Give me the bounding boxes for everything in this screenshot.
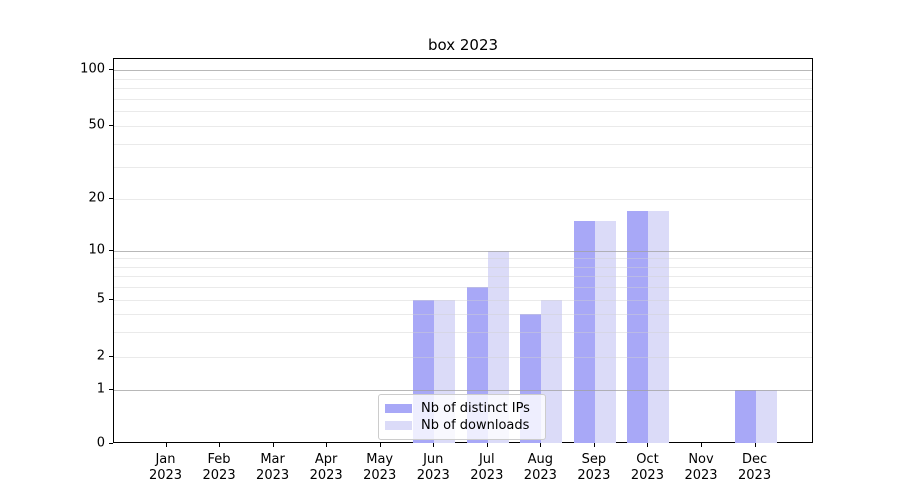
gridline-y-7 [114,276,812,278]
x-tick-label-apr: Apr 2023 [309,452,343,483]
gridline-y-80 [114,88,812,90]
gridline-y-90 [114,78,812,80]
x-tick-mark-nov [701,443,702,447]
gridline-y-1 [114,390,812,391]
x-tick-label-feb: Feb 2023 [202,452,236,483]
y-tick-mark-2 [109,356,113,357]
y-tick-mark-5 [109,299,113,300]
x-tick-label-mar: Mar 2023 [256,452,290,483]
x-tick-label-oct: Oct 2023 [630,452,664,483]
gridline-y-70 [114,98,812,100]
legend-entry-downloads: Nb of downloads [385,417,537,434]
gridline-y-20 [114,199,812,200]
x-tick-label-sep: Sep 2023 [577,452,611,483]
x-tick-label-aug: Aug 2023 [523,452,557,483]
gridline-y-50 [114,126,812,127]
bar-dec-downloads [755,390,777,443]
x-tick-mark-may [379,443,381,447]
x-tick-mark-mar [272,443,274,447]
bar-oct-distinct-ips [627,211,649,443]
gridline-y-6 [114,287,812,289]
x-tick-label-dec: Dec 2023 [738,452,772,483]
y-tick-mark-100 [109,69,113,70]
x-tick-label-may: May 2023 [363,452,397,483]
y-tick-label-5: 5 [96,291,105,307]
x-tick-mark-sep [593,443,595,447]
legend: Nb of distinct IPs Nb of downloads [378,394,546,440]
y-tick-mark-20 [109,198,113,199]
gridline-y-100 [114,70,812,71]
plot-area: Nb of distinct IPs Nb of downloads [113,58,813,443]
x-tick-label-jun: Jun 2023 [416,452,450,483]
x-tick-mark-oct [647,443,649,447]
legend-swatch-downloads [385,421,412,430]
y-tick-mark-1 [109,389,113,390]
x-tick-mark-jun [433,443,435,447]
y-tick-label-2: 2 [96,348,105,364]
x-tick-mark-dec [754,443,756,447]
y-tick-label-1: 1 [96,381,105,397]
gridline-y-2 [114,357,812,358]
legend-label-distinct-ips: Nb of distinct IPs [421,401,530,416]
bar-aug-downloads [541,300,563,443]
y-tick-label-20: 20 [88,190,105,206]
y-tick-label-10: 10 [88,242,105,258]
y-tick-mark-10 [109,250,113,251]
bar-oct-downloads [648,211,670,443]
gridline-y-5 [114,300,812,301]
gridline-y-3 [114,331,812,333]
y-tick-mark-50 [109,125,113,126]
gridline-y-10 [114,251,812,252]
gridline-y-4 [114,313,812,315]
y-tick-label-0: 0 [96,435,105,451]
legend-label-downloads: Nb of downloads [421,418,530,433]
gridline-y-60 [114,111,812,113]
legend-entry-distinct-ips: Nb of distinct IPs [385,400,537,417]
x-tick-mark-feb [219,443,221,447]
x-tick-label-jan: Jan 2023 [148,452,183,483]
gridline-y-40 [114,143,812,145]
y-tick-label-50: 50 [88,117,105,133]
x-tick-mark-apr [326,443,328,447]
x-tick-mark-jan [165,443,167,447]
x-tick-label-jul: Jul 2023 [470,452,504,483]
x-tick-mark-jul [486,443,488,447]
x-tick-label-nov: Nov 2023 [684,452,718,483]
bar-dec-distinct-ips [734,390,756,443]
bar-sep-distinct-ips [573,220,595,443]
gridline-y-9 [114,258,812,260]
chart-title: box 2023 [427,36,499,54]
y-tick-label-100: 100 [80,61,105,77]
y-tick-mark-0 [109,443,113,444]
x-tick-mark-aug [540,443,542,447]
legend-swatch-distinct-ips [385,404,412,413]
gridline-y-8 [114,266,812,268]
bar-sep-downloads [594,220,616,443]
gridline-y-30 [114,166,812,168]
